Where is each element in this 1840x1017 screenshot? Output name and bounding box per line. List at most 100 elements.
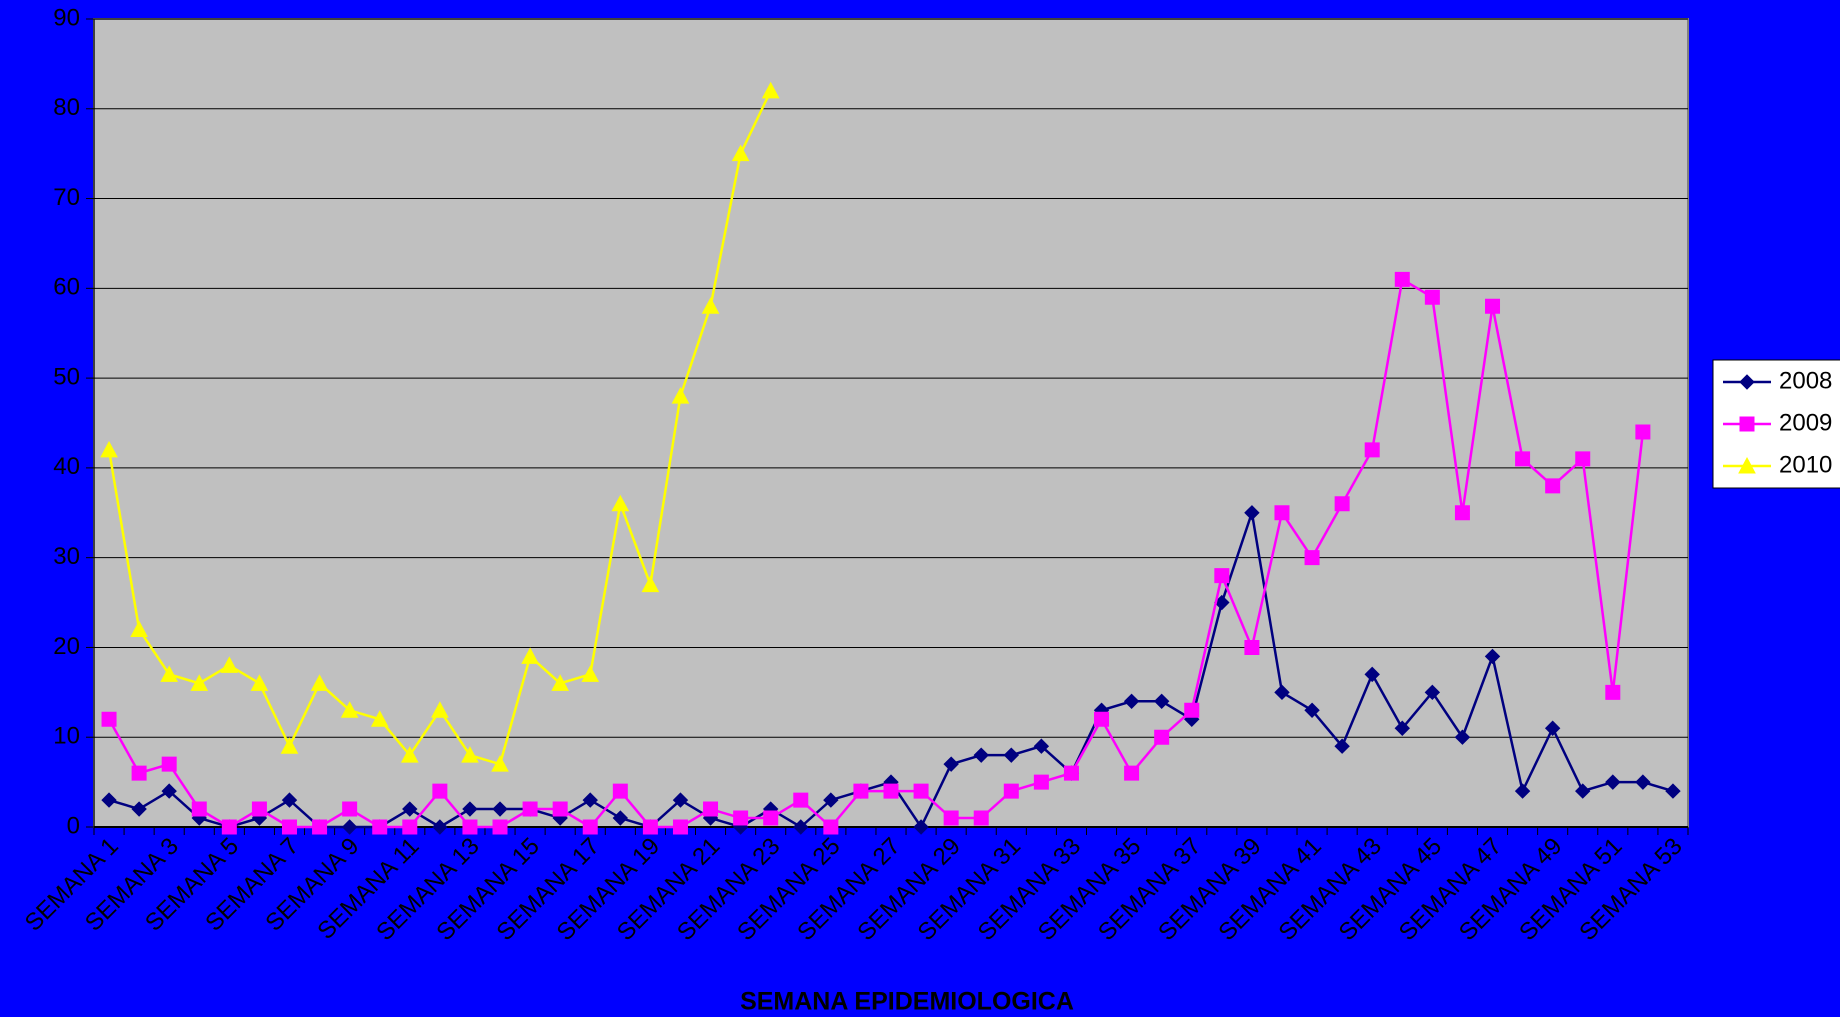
marker bbox=[973, 747, 989, 763]
marker bbox=[1484, 648, 1501, 665]
marker bbox=[1605, 684, 1621, 700]
marker bbox=[370, 710, 389, 727]
marker bbox=[1665, 783, 1681, 799]
marker bbox=[402, 819, 418, 835]
marker bbox=[1124, 765, 1140, 781]
marker bbox=[521, 647, 539, 664]
marker bbox=[1274, 505, 1290, 521]
marker bbox=[1033, 774, 1049, 790]
marker bbox=[462, 819, 478, 835]
marker bbox=[341, 819, 358, 835]
marker bbox=[1304, 702, 1320, 718]
marker bbox=[432, 783, 448, 799]
marker bbox=[342, 801, 358, 817]
marker bbox=[1214, 568, 1230, 584]
marker bbox=[161, 783, 177, 799]
marker bbox=[943, 810, 959, 826]
marker bbox=[1364, 442, 1380, 458]
marker bbox=[943, 756, 959, 772]
marker bbox=[1575, 783, 1591, 799]
marker bbox=[340, 701, 359, 718]
marker bbox=[101, 792, 117, 808]
marker bbox=[642, 819, 658, 835]
marker bbox=[1003, 783, 1019, 799]
plot-area bbox=[93, 18, 1689, 828]
marker bbox=[1304, 550, 1320, 566]
marker bbox=[883, 783, 899, 799]
marker bbox=[431, 701, 449, 718]
marker bbox=[973, 810, 989, 826]
marker bbox=[1334, 496, 1350, 512]
marker bbox=[672, 792, 689, 808]
marker bbox=[251, 801, 267, 817]
marker bbox=[130, 620, 148, 637]
y-tick-label: 90 bbox=[53, 4, 80, 31]
marker bbox=[1334, 738, 1350, 754]
marker bbox=[582, 792, 598, 808]
marker bbox=[220, 656, 239, 673]
x-axis-label: SEMANA EPIDEMIOLOGICA bbox=[740, 988, 1074, 1016]
marker bbox=[101, 711, 117, 727]
marker bbox=[432, 819, 448, 835]
marker bbox=[761, 81, 780, 99]
marker bbox=[131, 801, 147, 817]
marker bbox=[1424, 684, 1441, 701]
marker bbox=[160, 665, 179, 682]
y-tick-label: 80 bbox=[53, 94, 80, 121]
marker bbox=[1514, 783, 1531, 799]
marker bbox=[853, 783, 869, 799]
marker bbox=[1364, 666, 1380, 683]
marker bbox=[793, 792, 809, 808]
marker bbox=[1544, 720, 1561, 736]
y-tick-label: 10 bbox=[53, 723, 80, 750]
legend: 2008 2009 2010 bbox=[1712, 359, 1840, 489]
marker bbox=[1605, 774, 1621, 790]
marker bbox=[672, 819, 688, 835]
marker bbox=[312, 819, 328, 835]
marker bbox=[823, 819, 839, 835]
y-tick-label: 50 bbox=[53, 363, 80, 390]
marker bbox=[190, 674, 209, 691]
marker bbox=[1454, 729, 1471, 745]
marker bbox=[1739, 416, 1755, 432]
legend-label: 2009 bbox=[1779, 409, 1832, 436]
marker bbox=[281, 819, 297, 835]
marker bbox=[462, 801, 478, 817]
marker bbox=[1454, 505, 1470, 521]
marker bbox=[733, 810, 749, 826]
marker bbox=[1094, 711, 1110, 727]
marker bbox=[1123, 693, 1140, 710]
marker bbox=[1063, 765, 1079, 781]
marker bbox=[250, 674, 269, 691]
marker bbox=[491, 755, 509, 772]
series-line bbox=[107, 277, 1645, 829]
marker bbox=[793, 819, 809, 835]
legend-label: 2010 bbox=[1779, 451, 1832, 478]
y-tick-label: 30 bbox=[53, 543, 80, 570]
marker bbox=[823, 792, 839, 808]
marker bbox=[400, 746, 419, 763]
marker bbox=[131, 765, 147, 781]
marker bbox=[1515, 451, 1531, 467]
marker bbox=[1153, 693, 1170, 710]
marker bbox=[100, 440, 118, 458]
marker bbox=[731, 144, 750, 162]
marker bbox=[221, 819, 237, 835]
marker bbox=[492, 801, 508, 817]
marker bbox=[612, 810, 629, 826]
marker bbox=[1184, 702, 1200, 718]
marker bbox=[641, 575, 660, 593]
marker bbox=[612, 783, 628, 799]
marker bbox=[161, 756, 177, 772]
marker bbox=[913, 819, 929, 835]
marker bbox=[191, 801, 207, 817]
marker bbox=[581, 665, 600, 682]
marker bbox=[281, 792, 298, 808]
marker bbox=[1244, 505, 1260, 521]
marker bbox=[492, 819, 508, 835]
y-tick-label: 40 bbox=[53, 453, 80, 480]
marker bbox=[1003, 747, 1020, 763]
marker bbox=[701, 297, 720, 314]
